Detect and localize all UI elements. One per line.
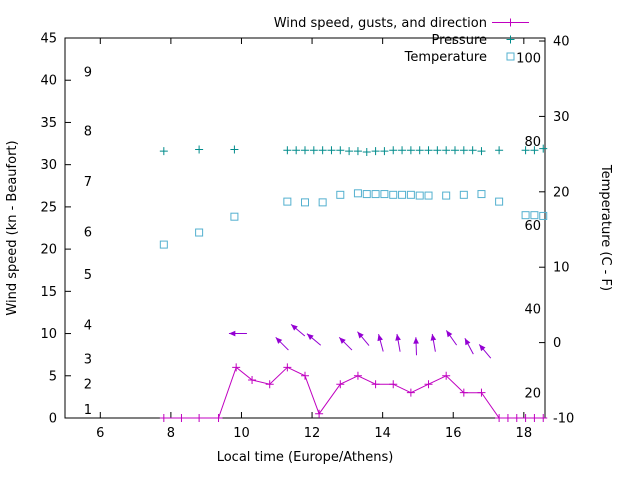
svg-text:30: 30 [40, 158, 57, 173]
svg-text:15: 15 [40, 285, 57, 300]
svg-text:35: 35 [40, 116, 57, 131]
svg-text:40: 40 [524, 303, 541, 318]
svg-text:-10: -10 [553, 412, 574, 427]
svg-text:1: 1 [84, 403, 92, 418]
y2-axis-title: Temperature (C - F) [598, 164, 613, 291]
legend-label-pressure: Pressure [431, 33, 487, 48]
fahrenheit-scale-labels: 20 40 60 80 100 [516, 51, 541, 401]
svg-text:4: 4 [84, 319, 92, 334]
y2-axis-ticks: -10 0 10 20 30 40 [539, 35, 574, 427]
svg-text:5: 5 [84, 268, 92, 283]
svg-text:25: 25 [40, 200, 57, 215]
temperature-series [159, 189, 548, 249]
pressure-series [159, 144, 548, 156]
svg-text:2: 2 [84, 378, 92, 393]
svg-text:10: 10 [40, 327, 57, 342]
svg-text:8: 8 [84, 124, 92, 139]
svg-text:20: 20 [40, 243, 57, 258]
legend-sample-pressure-plus-icon [506, 35, 515, 44]
x-axis-title: Local time (Europe/Athens) [217, 450, 394, 465]
legend-sample-temperature-square-icon [506, 52, 515, 61]
x-axis-ticks: 6 8 10 12 14 16 18 [96, 38, 532, 441]
legend-label-temperature: Temperature [404, 50, 487, 65]
legend-sample-wind-plus-icon [506, 18, 515, 27]
svg-text:20: 20 [524, 386, 541, 401]
y-axis-title: Wind speed (kn - Beaufort) [5, 140, 20, 315]
svg-text:6: 6 [84, 226, 92, 241]
wind-speed-series [159, 363, 548, 422]
svg-text:0: 0 [49, 412, 57, 427]
svg-text:14: 14 [374, 426, 391, 441]
svg-text:8: 8 [167, 426, 175, 441]
svg-text:40: 40 [40, 74, 57, 89]
svg-text:3: 3 [84, 352, 92, 367]
svg-text:6: 6 [96, 426, 104, 441]
svg-text:45: 45 [40, 32, 57, 47]
legend-label-wind: Wind speed, gusts, and direction [274, 16, 487, 31]
svg-text:10: 10 [233, 426, 250, 441]
beaufort-scale-labels: 1 2 3 4 5 6 7 8 9 [84, 65, 92, 418]
svg-text:9: 9 [84, 65, 92, 80]
svg-text:40: 40 [553, 35, 570, 50]
svg-text:10: 10 [553, 261, 570, 276]
svg-text:5: 5 [49, 369, 57, 384]
svg-text:12: 12 [304, 426, 321, 441]
plot-area: 6 8 10 12 14 16 18051015202530354045123456789-… [40, 32, 574, 442]
svg-text:100: 100 [516, 51, 541, 66]
svg-text:16: 16 [445, 426, 462, 441]
svg-text:60: 60 [524, 219, 541, 234]
y-axis-ticks: 0 5 10 15 20 25 30 35 40 45 [40, 32, 71, 427]
svg-text:18: 18 [516, 426, 533, 441]
svg-text:30: 30 [553, 110, 570, 125]
svg-text:80: 80 [524, 135, 541, 150]
wind-direction-arrows [228, 324, 492, 359]
svg-text:7: 7 [84, 175, 92, 190]
svg-text:20: 20 [553, 185, 570, 200]
plot-border [64, 37, 546, 419]
legend: Wind speed, gusts, and direction Pressur… [274, 16, 529, 65]
svg-text:0: 0 [553, 336, 561, 351]
